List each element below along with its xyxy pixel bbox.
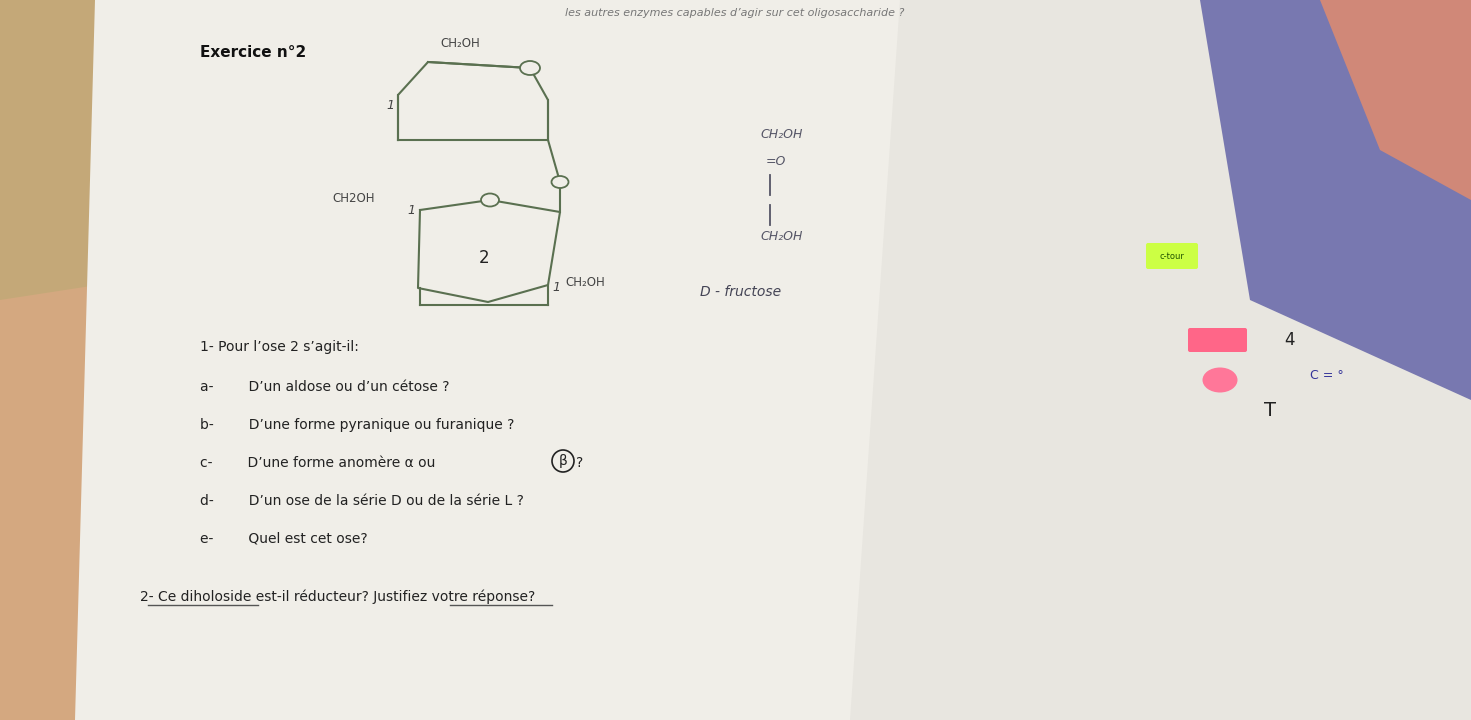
FancyBboxPatch shape xyxy=(1189,328,1247,352)
Polygon shape xyxy=(0,0,121,720)
Text: 1: 1 xyxy=(385,99,394,112)
Text: a-        D’un aldose ou d’un cétose ?: a- D’un aldose ou d’un cétose ? xyxy=(200,380,450,394)
Polygon shape xyxy=(850,0,1471,720)
Text: 1: 1 xyxy=(407,204,415,217)
Text: 2: 2 xyxy=(478,249,490,267)
Ellipse shape xyxy=(1202,367,1237,392)
Text: CH₂OH: CH₂OH xyxy=(761,128,802,141)
Polygon shape xyxy=(1319,0,1471,200)
Text: CH2OH: CH2OH xyxy=(332,192,375,205)
Text: b-        D’une forme pyranique ou furanique ?: b- D’une forme pyranique ou furanique ? xyxy=(200,418,515,432)
Text: 1: 1 xyxy=(552,281,560,294)
Text: 4: 4 xyxy=(1284,331,1296,349)
Text: 2- Ce diholoside est-il réducteur? Justifiez votre réponse?: 2- Ce diholoside est-il réducteur? Justi… xyxy=(140,590,535,605)
Text: e-        Quel est cet ose?: e- Quel est cet ose? xyxy=(200,532,368,546)
Text: =O: =O xyxy=(766,155,787,168)
FancyBboxPatch shape xyxy=(1146,243,1197,269)
Text: D - fructose: D - fructose xyxy=(700,285,781,299)
Text: ?: ? xyxy=(577,456,583,470)
Text: c-        D’une forme anomère α ou: c- D’une forme anomère α ou xyxy=(200,456,440,470)
Text: CH₂OH: CH₂OH xyxy=(565,276,605,289)
Text: Exercice n°2: Exercice n°2 xyxy=(200,45,306,60)
Ellipse shape xyxy=(481,194,499,207)
Text: 1- Pour l’ose 2 s’agit-il:: 1- Pour l’ose 2 s’agit-il: xyxy=(200,340,359,354)
Text: CH₂OH: CH₂OH xyxy=(761,230,802,243)
Text: C = °: C = ° xyxy=(1311,369,1343,382)
Ellipse shape xyxy=(552,176,568,188)
Text: les autres enzymes capables d’agir sur cet oligosaccharide ?: les autres enzymes capables d’agir sur c… xyxy=(565,8,905,18)
Polygon shape xyxy=(0,280,129,720)
Text: d-        D’un ose de la série D ou de la série L ?: d- D’un ose de la série D ou de la série… xyxy=(200,494,524,508)
Text: β: β xyxy=(559,454,568,468)
Ellipse shape xyxy=(521,61,540,75)
Text: CH₂OH: CH₂OH xyxy=(440,37,480,50)
Polygon shape xyxy=(75,0,1050,720)
Text: T: T xyxy=(1264,400,1275,420)
Polygon shape xyxy=(1200,0,1471,400)
Text: c-tour: c-tour xyxy=(1159,251,1184,261)
